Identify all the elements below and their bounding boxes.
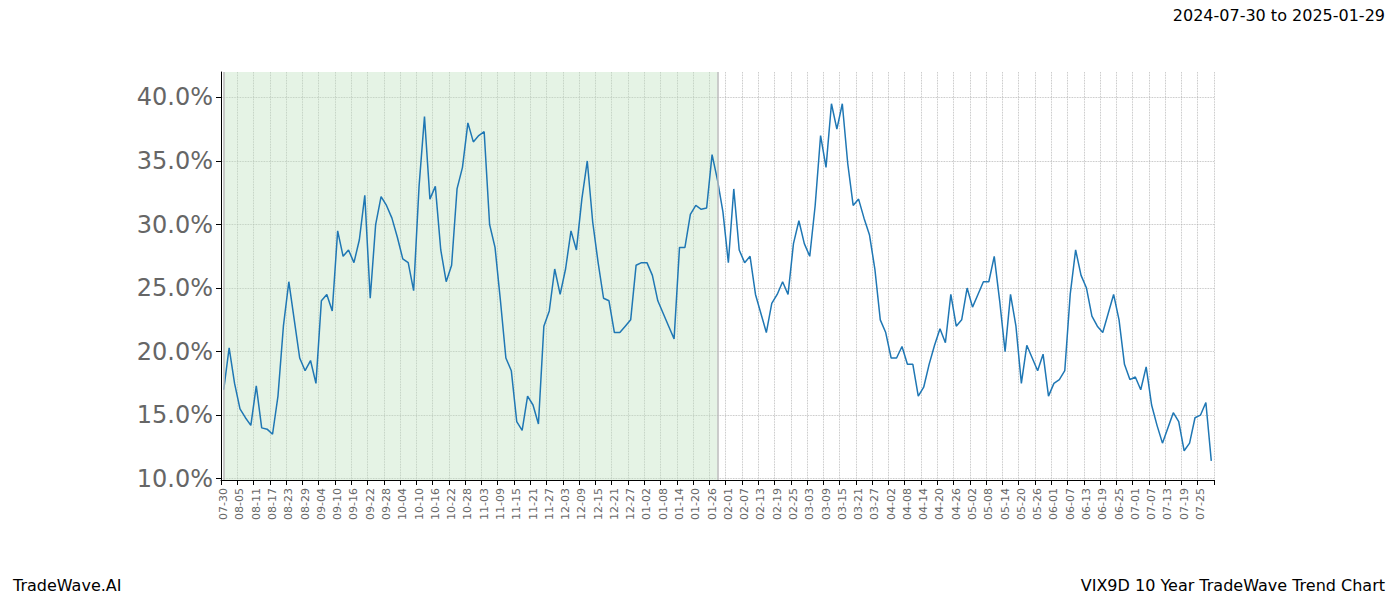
svg-text:10-16: 10-16 bbox=[429, 488, 442, 520]
svg-text:02-01: 02-01 bbox=[722, 488, 735, 520]
svg-text:08-29: 08-29 bbox=[299, 488, 312, 520]
svg-text:05-14: 05-14 bbox=[999, 488, 1012, 520]
svg-text:12-21: 12-21 bbox=[608, 488, 621, 520]
svg-text:05-08: 05-08 bbox=[982, 488, 995, 520]
svg-text:02-25: 02-25 bbox=[787, 488, 800, 520]
svg-text:10-04: 10-04 bbox=[396, 488, 409, 520]
svg-text:09-04: 09-04 bbox=[315, 488, 328, 520]
svg-text:40.0%: 40.0% bbox=[137, 83, 213, 111]
svg-text:02-19: 02-19 bbox=[771, 488, 784, 520]
svg-text:11-27: 11-27 bbox=[543, 488, 556, 520]
svg-text:05-02: 05-02 bbox=[966, 488, 979, 520]
svg-text:09-10: 09-10 bbox=[331, 488, 344, 520]
svg-text:03-03: 03-03 bbox=[803, 488, 816, 520]
svg-text:09-16: 09-16 bbox=[347, 488, 360, 520]
svg-text:08-05: 08-05 bbox=[233, 488, 246, 520]
svg-text:25.0%: 25.0% bbox=[137, 274, 213, 302]
svg-text:03-15: 03-15 bbox=[836, 488, 849, 520]
svg-text:05-20: 05-20 bbox=[1015, 488, 1028, 520]
svg-text:TradeWave.AI: TradeWave.AI bbox=[12, 576, 121, 595]
svg-text:04-26: 04-26 bbox=[950, 488, 963, 520]
svg-text:04-20: 04-20 bbox=[933, 488, 946, 520]
svg-text:01-20: 01-20 bbox=[689, 488, 702, 520]
svg-text:08-17: 08-17 bbox=[266, 488, 279, 520]
svg-text:2024-07-30 to 2025-01-29: 2024-07-30 to 2025-01-29 bbox=[1173, 6, 1385, 25]
svg-text:10-28: 10-28 bbox=[461, 488, 474, 520]
svg-text:06-01: 06-01 bbox=[1047, 488, 1060, 520]
svg-text:02-07: 02-07 bbox=[738, 488, 751, 520]
svg-text:12-03: 12-03 bbox=[559, 488, 572, 520]
svg-text:08-11: 08-11 bbox=[250, 488, 263, 520]
svg-text:10-10: 10-10 bbox=[413, 488, 426, 520]
svg-text:06-25: 06-25 bbox=[1113, 488, 1126, 520]
svg-text:07-07: 07-07 bbox=[1145, 488, 1158, 520]
svg-text:20.0%: 20.0% bbox=[137, 338, 213, 366]
svg-text:30.0%: 30.0% bbox=[137, 211, 213, 239]
svg-text:07-13: 07-13 bbox=[1161, 488, 1174, 520]
svg-text:02-13: 02-13 bbox=[754, 488, 767, 520]
svg-text:35.0%: 35.0% bbox=[137, 147, 213, 175]
svg-text:12-27: 12-27 bbox=[624, 488, 637, 520]
svg-text:09-22: 09-22 bbox=[364, 488, 377, 520]
svg-text:12-15: 12-15 bbox=[592, 488, 605, 520]
svg-text:10.0%: 10.0% bbox=[137, 465, 213, 493]
svg-text:05-26: 05-26 bbox=[1031, 488, 1044, 520]
svg-text:06-13: 06-13 bbox=[1080, 488, 1093, 520]
svg-text:04-08: 04-08 bbox=[901, 488, 914, 520]
svg-text:01-26: 01-26 bbox=[706, 488, 719, 520]
svg-text:04-02: 04-02 bbox=[885, 488, 898, 520]
svg-text:08-23: 08-23 bbox=[282, 488, 295, 520]
svg-text:01-14: 01-14 bbox=[673, 488, 686, 520]
svg-text:04-14: 04-14 bbox=[917, 488, 930, 520]
svg-text:06-07: 06-07 bbox=[1064, 488, 1077, 520]
svg-text:07-01: 07-01 bbox=[1129, 488, 1142, 520]
svg-text:07-25: 07-25 bbox=[1194, 488, 1207, 520]
svg-text:11-21: 11-21 bbox=[527, 488, 540, 520]
svg-text:03-27: 03-27 bbox=[868, 488, 881, 520]
svg-text:VIX9D 10 Year TradeWave Trend: VIX9D 10 Year TradeWave Trend Chart bbox=[1081, 576, 1385, 595]
svg-text:07-19: 07-19 bbox=[1178, 488, 1191, 520]
svg-text:12-09: 12-09 bbox=[575, 488, 588, 520]
svg-text:15.0%: 15.0% bbox=[137, 401, 213, 429]
svg-text:09-28: 09-28 bbox=[380, 488, 393, 520]
svg-text:11-03: 11-03 bbox=[478, 488, 491, 520]
svg-text:01-02: 01-02 bbox=[640, 488, 653, 520]
svg-text:03-09: 03-09 bbox=[820, 488, 833, 520]
svg-text:03-21: 03-21 bbox=[852, 488, 865, 520]
svg-text:11-15: 11-15 bbox=[510, 488, 523, 520]
svg-text:11-09: 11-09 bbox=[494, 488, 507, 520]
svg-text:01-08: 01-08 bbox=[657, 488, 670, 520]
svg-text:07-30: 07-30 bbox=[217, 488, 230, 520]
svg-text:06-19: 06-19 bbox=[1096, 488, 1109, 520]
svg-text:10-22: 10-22 bbox=[445, 488, 458, 520]
